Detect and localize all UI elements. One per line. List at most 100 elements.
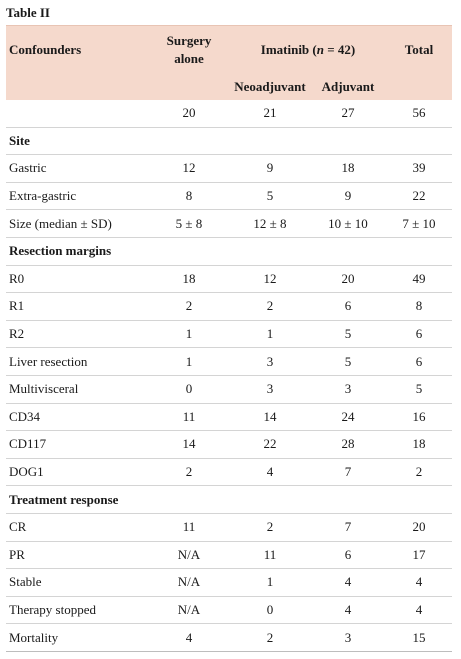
cell-value: 0: [148, 375, 230, 404]
row-label: R0: [6, 265, 148, 294]
header-surgery-alone: Surgery alone: [148, 25, 230, 73]
cell-value: 11: [148, 403, 230, 432]
cell-value: 2: [386, 458, 452, 487]
cell-value: 0: [230, 596, 310, 625]
header-adjuvant: Adjuvant: [310, 73, 386, 100]
cell-value: 3: [230, 375, 310, 404]
cell-value: 24: [310, 403, 386, 432]
row-label: PR: [6, 541, 148, 570]
cell-value: 6: [310, 541, 386, 570]
section-label: Site: [6, 127, 452, 156]
cell-value: 8: [148, 182, 230, 211]
cell-value: 12: [148, 154, 230, 183]
table-row: Mortality 4 2 3 15: [6, 623, 452, 652]
cell-value: 21: [230, 100, 310, 128]
table-row: R1 2 2 6 8: [6, 292, 452, 321]
cell-value: N/A: [148, 541, 230, 570]
table-row: R2 1 1 5 6: [6, 320, 452, 349]
cell-value: 1: [148, 320, 230, 349]
header-imatinib-prefix: Imatinib (: [260, 41, 317, 57]
cell-value: 1: [148, 347, 230, 376]
cell-value: 17: [386, 541, 452, 570]
cell-value: 10 ± 10: [310, 209, 386, 238]
cell-value: 20: [386, 513, 452, 542]
header-imatinib-suffix: = 42): [323, 41, 356, 57]
cell-value: 1: [230, 320, 310, 349]
cell-value: 4: [148, 623, 230, 652]
header-row-1: Confounders Surgery alone Imatinib (n = …: [6, 25, 452, 73]
cell-value: 2: [148, 458, 230, 487]
table-row: R0 18 12 20 49: [6, 265, 452, 294]
table-row: 20 21 27 56: [6, 100, 452, 128]
cell-value: 2: [230, 292, 310, 321]
row-label: DOG1: [6, 458, 148, 487]
table-row: CD117 14 22 28 18: [6, 430, 452, 459]
cell-value: 11: [230, 541, 310, 570]
section-row: Resection margins: [6, 237, 452, 266]
cell-value: 20: [310, 265, 386, 294]
cell-value: 14: [148, 430, 230, 459]
cell-value: 1: [230, 568, 310, 597]
cell-value: 4: [310, 568, 386, 597]
cell-value: 22: [386, 182, 452, 211]
cell-value: 15: [386, 623, 452, 652]
header-imatinib-n: n: [316, 41, 324, 57]
section-row: Treatment response: [6, 485, 452, 514]
table-row: CD34 11 14 24 16: [6, 403, 452, 432]
section-row: Site: [6, 127, 452, 156]
row-label: CR: [6, 513, 148, 542]
row-label: CD117: [6, 430, 148, 459]
table-row: Extra-gastric 8 5 9 22: [6, 182, 452, 211]
cell-value: 7 ± 10: [386, 209, 452, 238]
cell-value: 16: [386, 403, 452, 432]
cell-value: 3: [310, 375, 386, 404]
section-label: Treatment response: [6, 485, 452, 514]
cell-value: 6: [386, 347, 452, 376]
cell-value: 9: [310, 182, 386, 211]
cell-value: 11: [148, 513, 230, 542]
cell-value: 2: [148, 292, 230, 321]
cell-value: 18: [310, 154, 386, 183]
table-row: DOG1 2 4 7 2: [6, 458, 452, 487]
cell-value: 4: [386, 596, 452, 625]
cell-value: 12: [230, 265, 310, 294]
cell-value: 5: [230, 182, 310, 211]
section-label: Resection margins: [6, 237, 452, 266]
cell-value: 5: [310, 320, 386, 349]
cell-value: 5: [386, 375, 452, 404]
cell-value: N/A: [148, 596, 230, 625]
cell-value: 4: [230, 458, 310, 487]
cell-value: 2: [230, 623, 310, 652]
table-caption: Table II: [6, 5, 50, 20]
cell-value: 22: [230, 430, 310, 459]
header-empty-3: [386, 73, 452, 100]
row-label: Therapy stopped: [6, 596, 148, 625]
table-row: PR N/A 11 6 17: [6, 541, 452, 570]
cell-value: 27: [310, 100, 386, 128]
header-empty-1: [6, 73, 148, 100]
confounders-table: Confounders Surgery alone Imatinib (n = …: [6, 25, 452, 652]
row-label: Stable: [6, 568, 148, 597]
header-total: Total: [386, 25, 452, 73]
header-row-2: Neoadjuvant Adjuvant: [6, 73, 452, 100]
row-label: Mortality: [6, 623, 148, 652]
cell-value: 56: [386, 100, 452, 128]
cell-value: 5: [310, 347, 386, 376]
cell-value: 6: [386, 320, 452, 349]
header-empty-2: [148, 73, 230, 100]
cell-value: 20: [148, 100, 230, 128]
cell-value: 4: [386, 568, 452, 597]
cell-value: 3: [310, 623, 386, 652]
table-row: CR 11 2 7 20: [6, 513, 452, 542]
header-imatinib: Imatinib (n = 42): [230, 25, 386, 73]
row-label: Multivisceral: [6, 375, 148, 404]
row-label: Gastric: [6, 154, 148, 183]
row-label: R1: [6, 292, 148, 321]
table-row: Stable N/A 1 4 4: [6, 568, 452, 597]
cell-value: 7: [310, 513, 386, 542]
cell-value: 3: [230, 347, 310, 376]
row-label: [6, 100, 148, 128]
table-header: Confounders Surgery alone Imatinib (n = …: [6, 25, 452, 100]
cell-value: 2: [230, 513, 310, 542]
